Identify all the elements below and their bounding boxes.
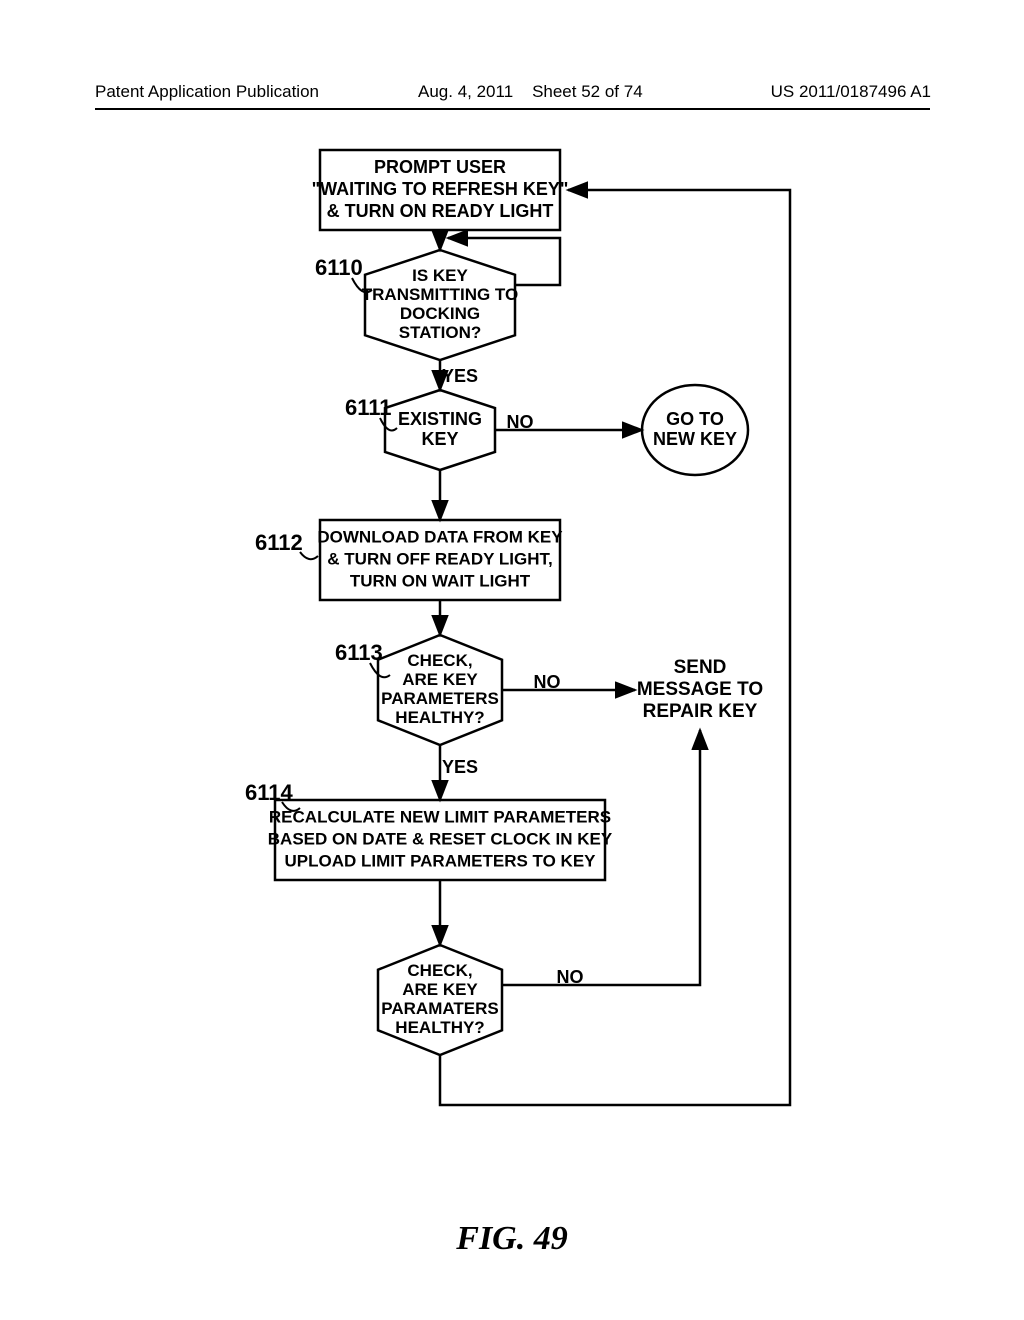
svg-text:6110: 6110 — [315, 255, 363, 280]
svg-text:TRANSMITTING TO: TRANSMITTING TO — [362, 285, 518, 304]
svg-text:EXISTING: EXISTING — [398, 409, 482, 429]
svg-text:IS KEY: IS KEY — [412, 266, 468, 285]
figure-number: 49 — [534, 1220, 568, 1257]
svg-text:NO: NO — [507, 412, 534, 432]
svg-text:GO TO: GO TO — [666, 409, 724, 429]
flowchart: PROMPT USER"WAITING TO REFRESH KEY"& TUR… — [0, 130, 1024, 1220]
header-left: Patent Application Publication — [95, 82, 319, 102]
svg-text:PROMPT USER: PROMPT USER — [374, 157, 506, 177]
svg-text:DOWNLOAD DATA FROM KEY: DOWNLOAD DATA FROM KEY — [317, 527, 563, 546]
header-date: Aug. 4, 2011 — [418, 82, 513, 101]
svg-text:6112: 6112 — [255, 530, 303, 555]
svg-text:CHECK,: CHECK, — [407, 651, 472, 670]
svg-text:DOCKING: DOCKING — [400, 304, 480, 323]
svg-text:ARE KEY: ARE KEY — [402, 670, 478, 689]
svg-text:REPAIR KEY: REPAIR KEY — [643, 701, 758, 722]
svg-text:ARE KEY: ARE KEY — [402, 980, 478, 999]
svg-text:YES: YES — [442, 366, 478, 386]
svg-text:SEND: SEND — [674, 657, 727, 678]
svg-text:CHECK,: CHECK, — [407, 961, 472, 980]
svg-text:NEW KEY: NEW KEY — [653, 429, 737, 449]
svg-text:YES: YES — [442, 757, 478, 777]
svg-text:HEALTHY?: HEALTHY? — [395, 1018, 484, 1037]
svg-text:PARAMETERS: PARAMETERS — [381, 689, 499, 708]
svg-text:6111: 6111 — [345, 395, 392, 420]
svg-text:6114: 6114 — [245, 780, 293, 805]
svg-text:KEY: KEY — [421, 429, 458, 449]
header-sheet: Sheet 52 of 74 — [532, 82, 643, 101]
svg-text:"WAITING TO REFRESH KEY": "WAITING TO REFRESH KEY" — [312, 179, 569, 199]
svg-text:STATION?: STATION? — [399, 323, 481, 342]
svg-text:UPLOAD LIMIT PARAMETERS TO KEY: UPLOAD LIMIT PARAMETERS TO KEY — [284, 851, 596, 870]
svg-text:NO: NO — [534, 672, 561, 692]
svg-text:BASED ON DATE & RESET CLOCK IN: BASED ON DATE & RESET CLOCK IN KEY — [268, 829, 613, 848]
svg-text:6113: 6113 — [335, 640, 383, 665]
figure-prefix: FIG. — [456, 1220, 525, 1257]
header-rule — [95, 108, 930, 110]
svg-text:HEALTHY?: HEALTHY? — [395, 708, 484, 727]
header-right: US 2011/0187496 A1 — [771, 82, 931, 102]
svg-text:TURN ON WAIT LIGHT: TURN ON WAIT LIGHT — [350, 571, 531, 590]
figure-caption: FIG. 49 — [0, 1220, 1024, 1258]
svg-text:& TURN ON READY LIGHT: & TURN ON READY LIGHT — [327, 201, 554, 221]
svg-text:NO: NO — [557, 967, 584, 987]
page: Patent Application Publication Aug. 4, 2… — [0, 0, 1024, 1320]
svg-text:RECALCULATE NEW LIMIT PARAMETE: RECALCULATE NEW LIMIT PARAMETERS — [269, 807, 611, 826]
header-middle: Aug. 4, 2011 Sheet 52 of 74 — [418, 82, 643, 102]
svg-text:& TURN OFF READY LIGHT,: & TURN OFF READY LIGHT, — [327, 549, 552, 568]
svg-text:PARAMATERS: PARAMATERS — [381, 999, 498, 1018]
svg-text:MESSAGE TO: MESSAGE TO — [637, 679, 763, 700]
